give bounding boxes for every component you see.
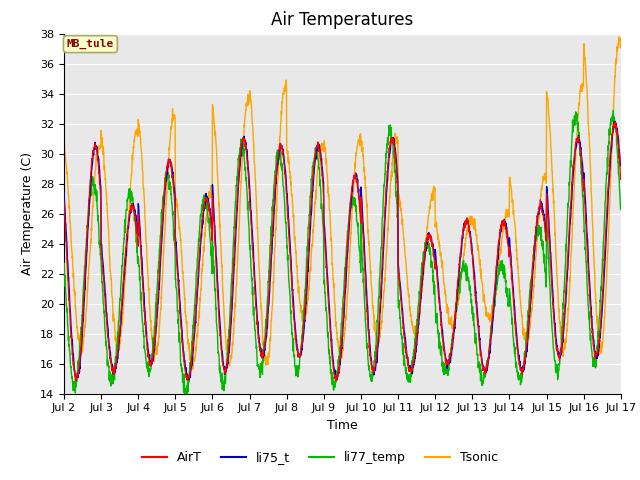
X-axis label: Time: Time (327, 419, 358, 432)
Text: MB_tule: MB_tule (67, 39, 114, 49)
Tsonic (568, 245, 575, 251)
Tsonic (615, 34, 623, 40)
li77_temp (617, 206, 625, 212)
li75_t (568, 197, 575, 203)
AirT (358, 223, 366, 229)
AirT (617, 177, 625, 182)
li75_t (60, 189, 68, 195)
li77_temp (609, 108, 617, 113)
Tsonic (216, 211, 223, 216)
li75_t (216, 312, 223, 318)
Tsonic (583, 86, 591, 92)
AirT (504, 243, 512, 249)
li75_t (371, 366, 378, 372)
AirT (216, 326, 223, 332)
Title: Air Temperatures: Air Temperatures (271, 11, 413, 29)
li77_temp (358, 256, 366, 262)
AirT (568, 185, 575, 191)
Tsonic (189, 366, 197, 372)
li77_temp (183, 395, 191, 401)
li77_temp (216, 367, 223, 373)
Tsonic (358, 147, 366, 153)
Tsonic (60, 144, 68, 150)
li77_temp (371, 359, 378, 364)
AirT (371, 365, 378, 371)
li75_t (72, 377, 80, 383)
Tsonic (617, 45, 625, 50)
AirT (611, 119, 619, 125)
li77_temp (583, 281, 591, 287)
Line: li77_temp: li77_temp (64, 110, 621, 398)
li77_temp (504, 303, 512, 309)
AirT (72, 378, 79, 384)
AirT (60, 198, 68, 204)
Line: AirT: AirT (64, 122, 621, 381)
li75_t (583, 230, 591, 236)
li75_t (504, 237, 512, 243)
li75_t (611, 119, 619, 124)
Tsonic (504, 207, 512, 213)
li77_temp (60, 263, 68, 268)
Line: li75_t: li75_t (64, 121, 621, 380)
AirT (583, 241, 591, 247)
li75_t (358, 209, 366, 215)
Line: Tsonic: Tsonic (64, 37, 621, 369)
Legend: AirT, li75_t, li77_temp, Tsonic: AirT, li75_t, li77_temp, Tsonic (138, 446, 502, 469)
li75_t (617, 163, 625, 168)
li77_temp (568, 143, 575, 148)
Tsonic (371, 319, 378, 324)
Y-axis label: Air Temperature (C): Air Temperature (C) (22, 152, 35, 275)
